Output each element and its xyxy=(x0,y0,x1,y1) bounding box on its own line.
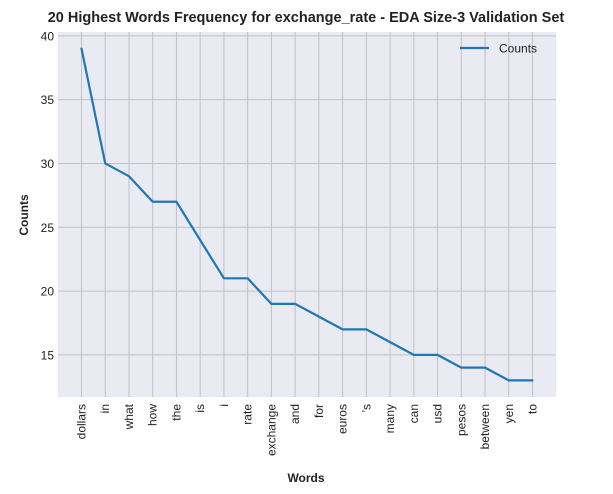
x-tick-label: and xyxy=(288,404,302,424)
x-tick-label: in xyxy=(98,404,112,413)
x-tick-label: 's xyxy=(359,404,373,412)
plot-area xyxy=(58,32,556,397)
x-tick-label: rate xyxy=(241,404,255,425)
x-tick-label: what xyxy=(122,403,136,430)
y-tick-label: 40 xyxy=(41,29,55,43)
x-tick-label: euros xyxy=(336,404,350,434)
y-axis-label: Counts xyxy=(17,194,31,236)
y-tick-label: 20 xyxy=(41,285,55,299)
y-axis-ticks: 15 20 25 30 35 40 xyxy=(41,29,55,362)
x-tick-label: between xyxy=(478,404,492,449)
chart-title: 20 Highest Words Frequency for exchange_… xyxy=(48,10,565,26)
grid-lines xyxy=(58,32,556,397)
legend-label-counts: Counts xyxy=(499,42,537,56)
x-tick-label: many xyxy=(383,404,397,433)
x-tick-label: dollars xyxy=(75,404,89,439)
x-axis-label: Words xyxy=(287,471,324,485)
x-tick-label: exchange xyxy=(264,404,278,456)
x-tick-label: for xyxy=(312,404,326,418)
y-tick-label: 25 xyxy=(41,221,55,235)
legend: Counts xyxy=(460,42,537,56)
series-line-counts xyxy=(80,47,534,382)
x-tick-label: is xyxy=(193,404,207,413)
x-tick-label: pesos xyxy=(454,404,468,436)
y-tick-label: 35 xyxy=(41,93,55,107)
x-tick-label: usd xyxy=(431,404,445,423)
y-tick-label: 15 xyxy=(41,348,55,362)
x-axis-ticks: dollars in what how the is i rate exchange and for… xyxy=(75,403,540,456)
x-tick-label: i xyxy=(217,404,231,407)
x-tick-label: how xyxy=(146,404,160,426)
x-tick-label: to xyxy=(526,404,540,414)
x-tick-label: the xyxy=(169,404,183,421)
x-tick-label: yen xyxy=(502,404,516,423)
x-tick-label: can xyxy=(407,404,421,423)
y-tick-label: 30 xyxy=(41,157,55,171)
